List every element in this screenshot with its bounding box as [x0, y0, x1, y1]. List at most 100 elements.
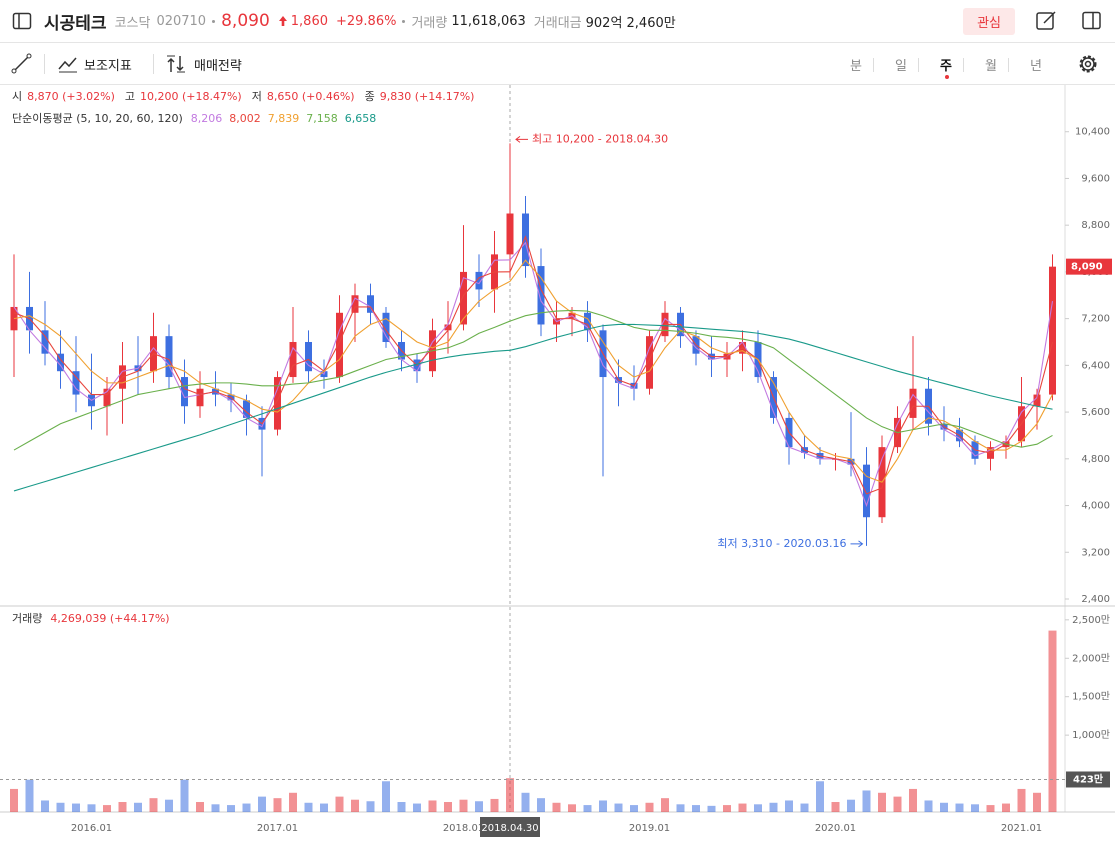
- volume-bar: [785, 800, 793, 812]
- volume-bar: [72, 803, 80, 812]
- volume-bar: [149, 798, 158, 812]
- legend-text: 8,870 (+3.02%): [27, 90, 115, 103]
- period-tab[interactable]: 분: [850, 59, 862, 74]
- moving-average: [13, 309, 1053, 451]
- volume-bar: [955, 803, 964, 812]
- volume-bar: [769, 802, 778, 812]
- volume-bar: [211, 804, 220, 812]
- period-tab[interactable]: 주: [940, 59, 952, 74]
- volume-bar: [444, 802, 452, 812]
- volume-bar: [537, 798, 545, 812]
- legend-text: 4,269,039 (+44.17%): [50, 612, 169, 625]
- reference-box: [1066, 771, 1110, 788]
- volume-bar: [320, 803, 328, 812]
- y-tick-label: 3,200: [1081, 547, 1110, 558]
- volume-bar: [831, 802, 840, 812]
- candle-body: [305, 341, 312, 372]
- amount: 902억 2,460만: [585, 15, 676, 31]
- candle-body: [460, 271, 467, 325]
- sidebar-icon[interactable]: [12, 11, 32, 31]
- panel-icon[interactable]: [1081, 10, 1103, 32]
- legend-text: 거래량: [12, 612, 42, 625]
- volume-bar: [971, 804, 979, 812]
- volume-bar: [1002, 803, 1010, 812]
- strategy-button[interactable]: 매매전략: [194, 59, 242, 74]
- active-dot: [945, 75, 949, 79]
- volume-bar: [1048, 630, 1057, 812]
- candle-body: [181, 377, 188, 407]
- candle-body: [1049, 266, 1056, 395]
- x-tick-label: 2020.01: [815, 823, 856, 834]
- period-tab[interactable]: 년: [1030, 59, 1042, 74]
- volume-bar: [196, 802, 204, 812]
- volume-bar: [816, 781, 824, 812]
- x-tick-label: 2016.01: [71, 823, 112, 834]
- crosshair-box: [480, 817, 540, 837]
- volume-bar: [134, 802, 142, 812]
- legend-text: 시: [12, 90, 22, 103]
- volume-bar: [165, 799, 173, 812]
- volume-bar: [552, 802, 561, 812]
- price: 8,090: [221, 11, 270, 31]
- legend-text: 8,650 (+0.46%): [267, 90, 355, 103]
- volume-bar: [924, 800, 933, 812]
- volume-bar: [707, 805, 716, 812]
- volume-bar: [986, 805, 995, 812]
- volume-bar: [521, 792, 530, 812]
- volume-bar: [1017, 788, 1026, 812]
- indicator-icon: [58, 57, 77, 73]
- y-tick-label: 1,000만: [1072, 729, 1110, 741]
- volume-bar: [738, 803, 747, 812]
- volume-bar: [242, 803, 251, 812]
- volume-bar: [490, 798, 499, 812]
- y-tick-label: 4,000: [1081, 501, 1110, 512]
- annotation-high: 최고 10,200 - 2018.04.30: [532, 132, 668, 145]
- volume-bar: [366, 801, 375, 812]
- legend-text: 고: [125, 90, 135, 103]
- watch-button[interactable]: 관심: [963, 7, 1015, 35]
- volume-bar: [335, 796, 344, 812]
- candle-body: [909, 388, 917, 418]
- legend-text: 9,830 (+14.17%): [380, 90, 475, 103]
- volume-bar: [676, 804, 685, 812]
- volume-bar: [41, 800, 49, 812]
- volume-bar: [862, 790, 871, 812]
- period-tab[interactable]: 월: [985, 59, 997, 74]
- last-price-box: [1066, 258, 1112, 275]
- y-tick-label: 2,500만: [1072, 614, 1110, 626]
- volume-bar: [847, 799, 855, 812]
- volume-bar: [351, 799, 359, 812]
- volume-bar: [599, 800, 607, 812]
- volume-bar: [103, 805, 111, 812]
- candle-body: [537, 266, 545, 325]
- annotation-arrow: [850, 540, 864, 548]
- y-tick-label: 2,400: [1081, 594, 1110, 605]
- up-arrow: [278, 16, 287, 26]
- legend-text: 7,839: [268, 112, 300, 125]
- legend-text: 저: [252, 90, 262, 103]
- volume-bar: [25, 779, 34, 812]
- draw-tool[interactable]: [10, 52, 34, 76]
- volume-bar: [800, 803, 809, 812]
- separator: [212, 19, 216, 23]
- volume-bar: [475, 801, 483, 812]
- period-tab[interactable]: 일: [895, 59, 907, 74]
- change-rate: +29.86%: [335, 13, 397, 29]
- indicators-button[interactable]: 보조지표: [84, 59, 132, 74]
- volume-bar: [645, 802, 654, 812]
- candle-body: [289, 341, 297, 378]
- chart: 2,4003,2004,0004,8005,6006,4007,2008,000…: [0, 85, 1115, 837]
- y-tick-label: 6,400: [1081, 360, 1110, 371]
- divider: [918, 58, 919, 72]
- volume-bar: [459, 799, 468, 812]
- edit-icon[interactable]: [1035, 10, 1057, 32]
- settings-icon[interactable]: [1076, 52, 1100, 76]
- candle-body: [336, 312, 343, 378]
- candle-body: [196, 388, 204, 407]
- x-tick-label: 2017.01: [257, 823, 298, 834]
- legend-text: 7,158: [306, 112, 338, 125]
- moving-average: [13, 259, 1053, 483]
- volume-bar: [304, 802, 313, 812]
- volume-bar: [118, 802, 127, 812]
